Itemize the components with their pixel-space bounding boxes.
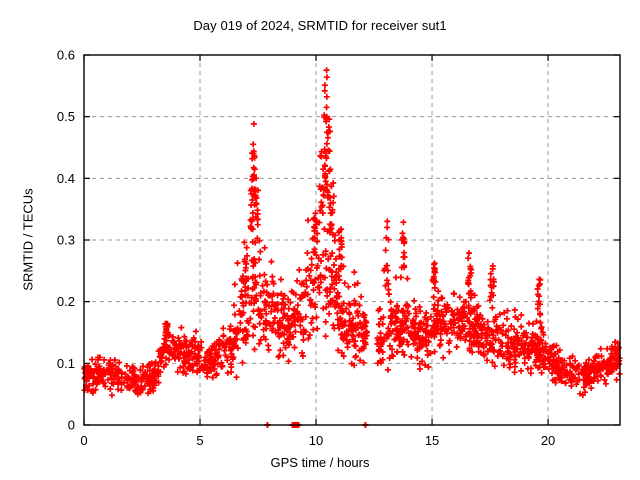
svg-text:0.6: 0.6 [57,48,75,63]
svg-text:0: 0 [80,433,87,448]
svg-text:0.2: 0.2 [57,294,75,309]
svg-text:0.5: 0.5 [57,109,75,124]
svg-text:5: 5 [196,433,203,448]
tick-labels: 0 0.1 0.2 0.3 0.4 0.5 0.6 0 5 10 15 20 [57,48,555,449]
svg-text:20: 20 [541,433,555,448]
svg-text:0.4: 0.4 [57,171,75,186]
x-axis-label: GPS time / hours [270,455,370,470]
plot-frame [83,54,621,426]
svg-text:10: 10 [309,433,323,448]
svg-text:0: 0 [68,418,75,433]
chart-title: Day 019 of 2024, SRMTID for receiver sut… [193,18,447,33]
svg-text:15: 15 [425,433,439,448]
scatter-series-srmtid [81,67,623,428]
svg-text:0.1: 0.1 [57,356,75,371]
svg-text:0.3: 0.3 [57,233,75,248]
